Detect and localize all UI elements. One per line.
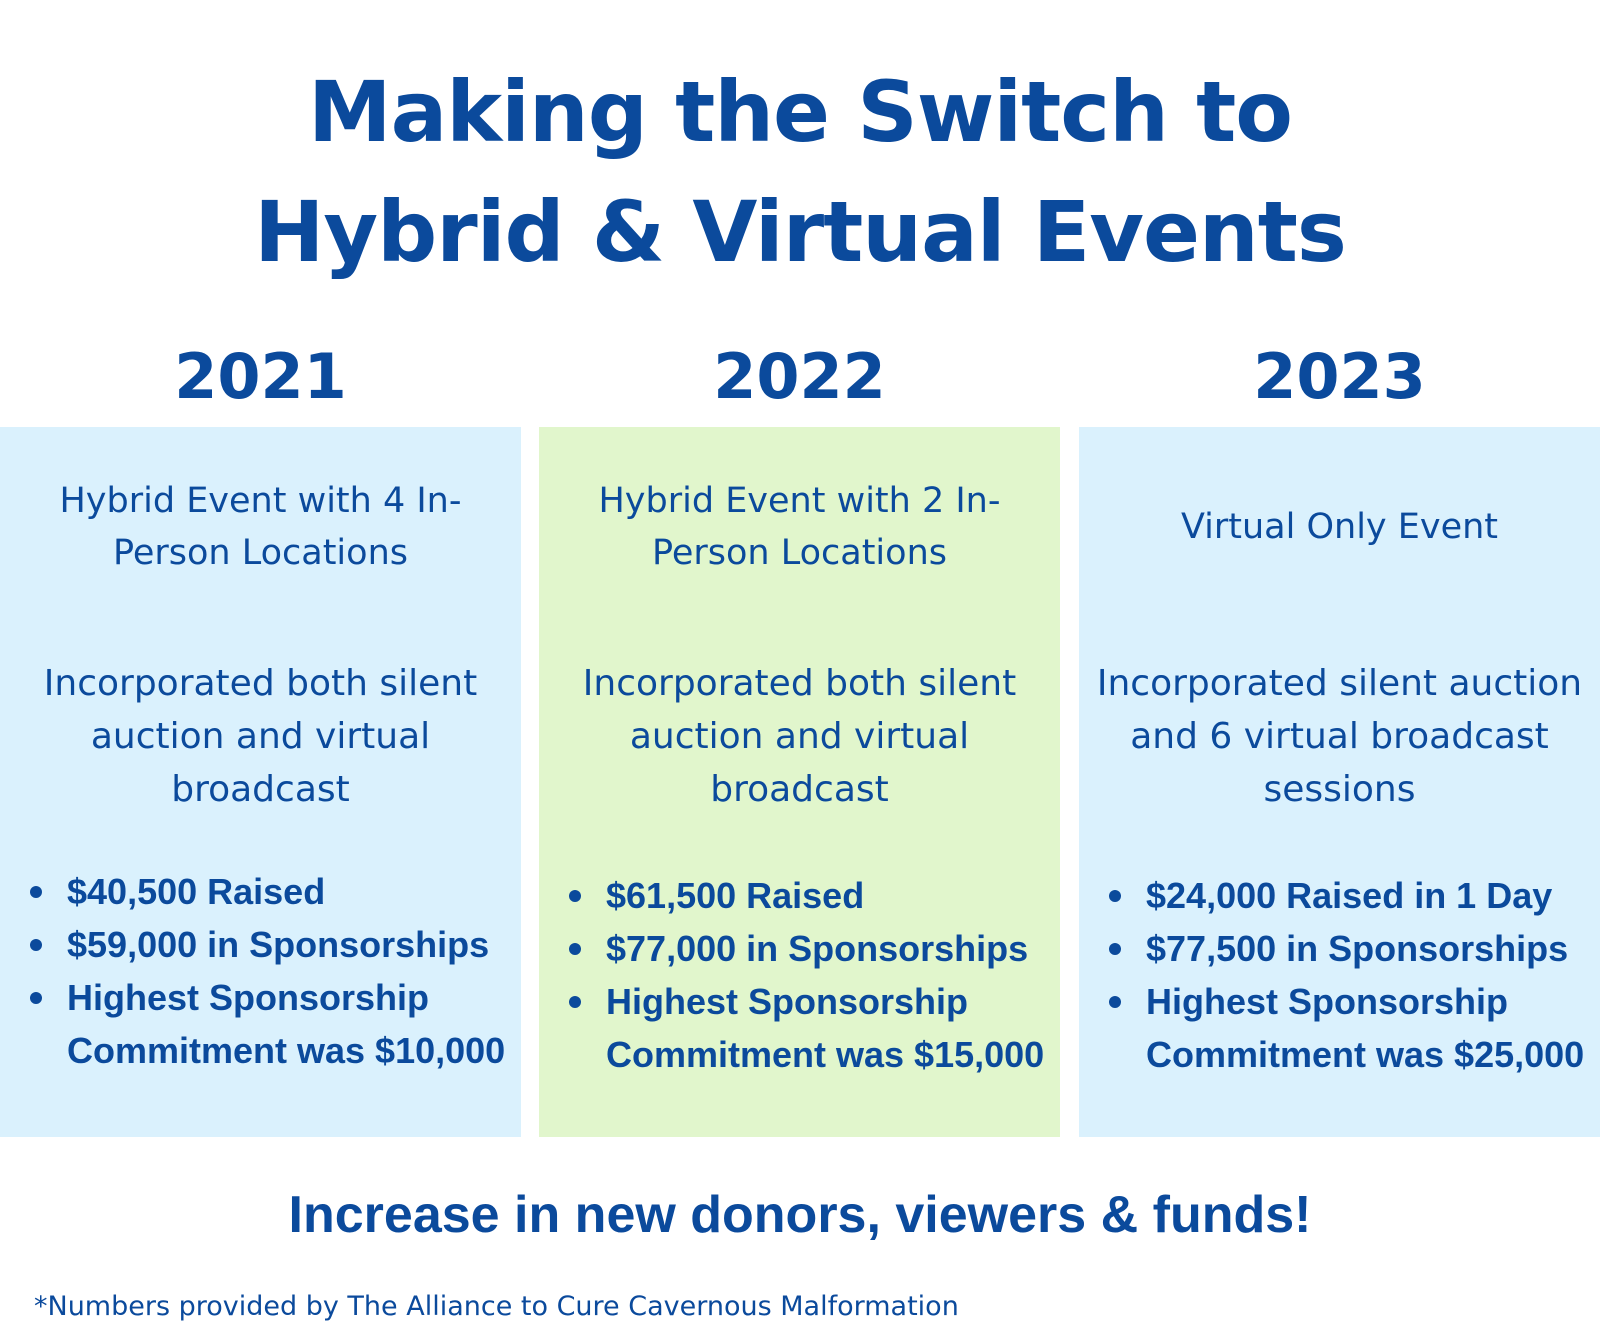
stat-sponsorships-2021: $59,000 in Sponsorships xyxy=(28,918,521,971)
stat-sponsorships-2023: $77,500 in Sponsorships xyxy=(1107,922,1600,975)
title-line-2: Hybrid & Virtual Events xyxy=(254,183,1347,281)
description-2021: Incorporated both silent auction and vir… xyxy=(43,663,478,810)
year-heading-2022: 2022 xyxy=(713,340,886,413)
description-2022: Incorporated both silent auction and vir… xyxy=(582,663,1017,810)
page-title: Making the Switch to Hybrid & Virtual Ev… xyxy=(0,52,1600,292)
event-type-2021: Hybrid Event with 4 In-Person Locations xyxy=(59,481,462,573)
panel-2022: Hybrid Event with 2 In-Person Locations … xyxy=(539,427,1060,1137)
stat-highest-sponsorship-2021: Highest Sponsorship Commitment was $10,0… xyxy=(28,971,521,1077)
title-line-1: Making the Switch to xyxy=(307,63,1293,161)
tagline: Increase in new donors, viewers & funds! xyxy=(288,1186,1312,1244)
event-type-2023: Virtual Only Event xyxy=(1180,507,1499,547)
stats-list-2022: $61,500 Raised $77,000 in Sponsorships H… xyxy=(567,869,1060,1081)
stat-highest-sponsorship-2022: Highest Sponsorship Commitment was $15,0… xyxy=(567,975,1060,1081)
stats-list-2021: $40,500 Raised $59,000 in Sponsorships H… xyxy=(28,865,521,1077)
stat-sponsorships-2022: $77,000 in Sponsorships xyxy=(567,922,1060,975)
stat-highest-sponsorship-2023: Highest Sponsorship Commitment was $25,0… xyxy=(1107,975,1600,1081)
footnote: *Numbers provided by The Alliance to Cur… xyxy=(34,1291,959,1322)
description-2023: Incorporated silent auction and 6 virtua… xyxy=(1096,663,1583,810)
panel-2023: Virtual Only Event Incorporated silent a… xyxy=(1079,427,1600,1137)
stat-raised-2023: $24,000 Raised in 1 Day xyxy=(1107,869,1600,922)
stats-list-2023: $24,000 Raised in 1 Day $77,500 in Spons… xyxy=(1107,869,1600,1081)
panel-2021: Hybrid Event with 4 In-Person Locations … xyxy=(0,427,521,1137)
stat-raised-2021: $40,500 Raised xyxy=(28,865,521,918)
year-heading-2023: 2023 xyxy=(1253,340,1426,413)
year-heading-2021: 2021 xyxy=(174,340,347,413)
stat-raised-2022: $61,500 Raised xyxy=(567,869,1060,922)
event-type-2022: Hybrid Event with 2 In-Person Locations xyxy=(598,481,1001,573)
